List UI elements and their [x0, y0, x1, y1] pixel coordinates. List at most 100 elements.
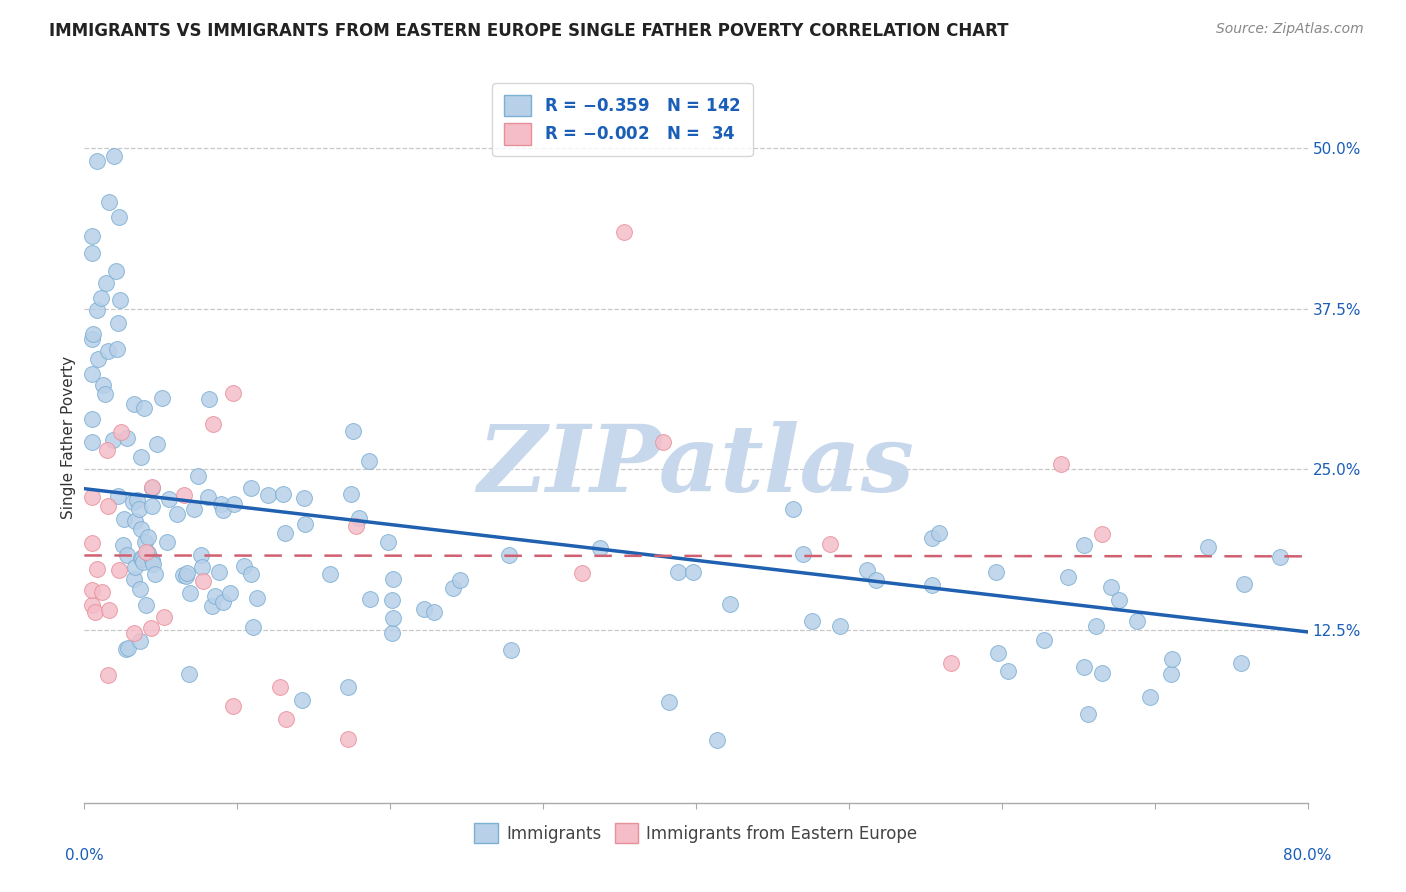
- Point: [136, 530, 159, 544]
- Point: [501, 643, 523, 657]
- Point: [97, 602, 120, 616]
- Point: [273, 525, 295, 540]
- Point: [141, 481, 163, 495]
- Point: [240, 481, 263, 495]
- Point: [1032, 633, 1054, 648]
- Point: [921, 532, 943, 546]
- Point: [108, 210, 131, 224]
- Point: [122, 572, 145, 586]
- Point: [800, 614, 823, 628]
- Point: [122, 494, 145, 508]
- Point: [153, 610, 176, 624]
- Point: [269, 681, 291, 695]
- Point: [292, 491, 315, 506]
- Point: [156, 535, 179, 549]
- Point: [127, 493, 149, 508]
- Text: Source: ZipAtlas.com: Source: ZipAtlas.com: [1216, 22, 1364, 37]
- Point: [80, 332, 103, 346]
- Point: [96, 276, 118, 290]
- Point: [83, 605, 105, 619]
- Point: [997, 665, 1019, 679]
- Point: [111, 538, 134, 552]
- Point: [82, 326, 104, 341]
- Point: [115, 548, 138, 562]
- Point: [191, 560, 214, 574]
- Point: [179, 585, 201, 599]
- Point: [381, 625, 404, 640]
- Legend: Immigrants, Immigrants from Eastern Europe: Immigrants, Immigrants from Eastern Euro…: [468, 817, 924, 849]
- Point: [107, 563, 129, 577]
- Point: [201, 599, 224, 613]
- Point: [86, 303, 108, 318]
- Point: [336, 680, 359, 694]
- Point: [134, 535, 156, 549]
- Point: [190, 548, 212, 562]
- Point: [344, 518, 367, 533]
- Point: [82, 583, 104, 598]
- Point: [1077, 706, 1099, 721]
- Point: [1126, 614, 1149, 628]
- Point: [246, 591, 269, 606]
- Point: [124, 560, 146, 574]
- Point: [128, 634, 150, 648]
- Point: [90, 291, 112, 305]
- Point: [1073, 659, 1095, 673]
- Point: [1139, 690, 1161, 705]
- Point: [80, 411, 103, 425]
- Point: [222, 386, 245, 401]
- Point: [1160, 652, 1182, 666]
- Point: [197, 392, 219, 406]
- Point: [141, 553, 163, 567]
- Point: [176, 566, 198, 581]
- Point: [107, 316, 129, 330]
- Point: [382, 611, 405, 625]
- Point: [141, 480, 163, 494]
- Point: [792, 547, 814, 561]
- Point: [291, 693, 314, 707]
- Point: [1073, 537, 1095, 551]
- Point: [187, 469, 209, 483]
- Point: [1091, 527, 1114, 541]
- Point: [441, 582, 464, 596]
- Point: [856, 563, 879, 577]
- Point: [157, 492, 180, 507]
- Y-axis label: Single Father Poverty: Single Father Poverty: [60, 356, 76, 518]
- Point: [146, 436, 169, 450]
- Point: [80, 435, 103, 450]
- Point: [115, 642, 138, 657]
- Point: [143, 567, 166, 582]
- Point: [222, 497, 245, 511]
- Point: [104, 263, 127, 277]
- Point: [97, 195, 120, 210]
- Point: [94, 386, 117, 401]
- Point: [87, 351, 110, 366]
- Point: [1232, 576, 1254, 591]
- Point: [211, 595, 233, 609]
- Point: [212, 503, 235, 517]
- Point: [652, 435, 675, 450]
- Point: [319, 566, 342, 581]
- Point: [90, 585, 112, 599]
- Point: [928, 525, 950, 540]
- Point: [613, 225, 636, 239]
- Point: [150, 391, 173, 405]
- Point: [818, 536, 841, 550]
- Point: [96, 443, 118, 458]
- Point: [128, 582, 150, 597]
- Point: [706, 733, 728, 747]
- Point: [91, 378, 114, 392]
- Point: [1056, 570, 1078, 584]
- Point: [1099, 580, 1122, 594]
- Point: [349, 510, 371, 524]
- Point: [271, 486, 294, 500]
- Point: [221, 699, 243, 714]
- Point: [921, 578, 943, 592]
- Text: ZIPatlas: ZIPatlas: [478, 421, 914, 511]
- Point: [97, 668, 120, 682]
- Point: [1050, 457, 1073, 471]
- Point: [86, 153, 108, 168]
- Point: [103, 149, 125, 163]
- Point: [337, 731, 360, 746]
- Point: [939, 656, 962, 670]
- Point: [359, 592, 381, 607]
